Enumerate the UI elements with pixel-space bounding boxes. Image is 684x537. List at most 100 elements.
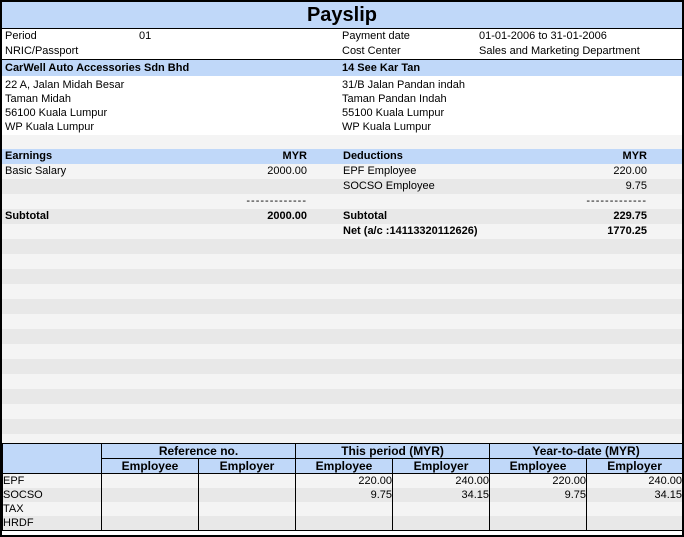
summary-cell <box>295 502 393 516</box>
column-header-employer: Employer <box>197 458 296 474</box>
statement-section: Earnings MYR Deductions MYR Basic Salary… <box>2 149 682 239</box>
summary-cell <box>489 516 587 531</box>
period-label: Period <box>5 30 37 42</box>
summary-row-label: TAX <box>2 502 102 516</box>
summary-column-header-row: Employee Employer Employee Employer Empl… <box>3 458 682 474</box>
statement-header-row: Earnings MYR Deductions MYR <box>2 149 682 164</box>
summary-table: Reference no. This period (MYR) Year-to-… <box>2 443 682 531</box>
summary-section: Reference no. This period (MYR) Year-to-… <box>2 443 682 531</box>
summary-row-label: EPF <box>2 473 102 488</box>
summary-cell: 240.00 <box>586 473 682 488</box>
summary-cell <box>197 473 296 488</box>
summary-cell <box>392 502 490 516</box>
summary-cell <box>101 473 199 488</box>
summary-cell: 9.75 <box>295 488 393 502</box>
employee-address-line: Taman Pandan Indah <box>342 93 447 105</box>
employer-address-line: Taman Midah <box>5 93 72 105</box>
earnings-subtotal-label: Subtotal <box>5 210 49 222</box>
addresses-section: 22 A, Jalan Midah Besar Taman Midah 5610… <box>2 76 682 134</box>
title-bar: Payslip <box>2 2 682 29</box>
earning-amount: 2000.00 <box>267 165 307 177</box>
summary-cell <box>586 502 682 516</box>
deduction-amount: 220.00 <box>613 165 647 177</box>
payment-date-label: Payment date <box>342 30 410 42</box>
summary-cell <box>101 516 199 531</box>
deductions-currency-header: MYR <box>622 150 647 162</box>
earnings-header: Earnings <box>5 150 53 162</box>
statement-separator-row: ------------- ------------- <box>2 194 682 209</box>
employee-name: 14 See Kar Tan <box>342 62 421 74</box>
net-pay-row: Net (a/c :14113320112626) 1770.25 <box>2 224 682 239</box>
summary-row-epf: EPF 220.00 240.00 220.00 240.00 <box>2 473 682 488</box>
summary-cell <box>197 488 296 502</box>
summary-cell <box>392 516 490 531</box>
deductions-subtotal-label: Subtotal <box>343 210 387 222</box>
deduction-amount: 9.75 <box>625 180 647 192</box>
summary-cell: 220.00 <box>295 473 393 488</box>
summary-row-label: HRDF <box>2 516 102 531</box>
column-header-employer: Employer <box>586 458 682 474</box>
info-row-period: Period 01 Payment date 01-01-2006 to 31-… <box>2 29 682 44</box>
info-section: Period 01 Payment date 01-01-2006 to 31-… <box>2 29 682 60</box>
column-header-employee: Employee <box>489 458 587 474</box>
summary-cell <box>197 516 296 531</box>
deduction-label: EPF Employee <box>343 165 417 177</box>
summary-cell: 34.15 <box>586 488 682 502</box>
subtotal-row: Subtotal 2000.00 Subtotal 229.75 <box>2 209 682 224</box>
empty-rows-filler <box>2 239 682 443</box>
cost-center-value: Sales and Marketing Department <box>479 45 640 57</box>
summary-cell <box>586 516 682 531</box>
net-pay-amount: 1770.25 <box>607 225 647 237</box>
info-row-nric: NRIC/Passport Cost Center Sales and Mark… <box>2 44 682 59</box>
period-value: 01 <box>139 30 152 42</box>
summary-cell <box>197 502 296 516</box>
summary-cell <box>295 516 393 531</box>
group-header-year-to-date: Year-to-date (MYR) <box>489 443 682 459</box>
employer-address: 22 A, Jalan Midah Besar Taman Midah 5610… <box>2 76 342 134</box>
summary-row-socso: SOCSO 9.75 34.15 9.75 34.15 <box>2 488 682 502</box>
summary-cell: 9.75 <box>489 488 587 502</box>
summary-cell: 34.15 <box>392 488 490 502</box>
employee-address-line: WP Kuala Lumpur <box>342 121 432 133</box>
party-names-band: CarWell Auto Accessories Sdn Bhd 14 See … <box>2 60 682 76</box>
employer-address-line: 56100 Kuala Lumpur <box>5 107 108 119</box>
nric-passport-value <box>139 44 342 59</box>
deduction-label: SOCSO Employee <box>343 180 435 192</box>
earnings-separator-dashes: ------------- <box>246 195 307 207</box>
statement-row: Basic Salary 2000.00 EPF Employee 220.00 <box>2 164 682 179</box>
employer-name: CarWell Auto Accessories Sdn Bhd <box>5 62 190 74</box>
group-header-this-period: This period (MYR) <box>295 443 490 459</box>
cost-center-label: Cost Center <box>342 45 401 57</box>
employee-address: 31/B Jalan Pandan indah Taman Pandan Ind… <box>342 76 682 134</box>
summary-row-label: SOCSO <box>2 488 102 502</box>
nric-passport-label: NRIC/Passport <box>5 45 79 57</box>
employer-address-line: 22 A, Jalan Midah Besar <box>5 79 125 91</box>
summary-group-header-row: Reference no. This period (MYR) Year-to-… <box>2 443 682 474</box>
net-pay-label: Net (a/c :14113320112626) <box>343 225 478 237</box>
earnings-subtotal-amount: 2000.00 <box>267 210 307 222</box>
deductions-header: Deductions <box>343 150 403 162</box>
employer-address-line: WP Kuala Lumpur <box>5 121 95 133</box>
summary-cell: 220.00 <box>489 473 587 488</box>
column-header-employee: Employee <box>101 458 199 474</box>
summary-cell <box>101 488 199 502</box>
summary-row-tax: TAX <box>2 502 682 516</box>
column-header-employer: Employer <box>392 458 490 474</box>
deductions-separator-dashes: ------------- <box>586 195 647 207</box>
column-header-employee: Employee <box>295 458 393 474</box>
spacer-band <box>2 135 682 149</box>
employee-address-line: 31/B Jalan Pandan indah <box>342 79 465 91</box>
group-header-reference-no: Reference no. <box>100 443 296 459</box>
earnings-currency-header: MYR <box>282 150 307 162</box>
deductions-subtotal-amount: 229.75 <box>613 210 647 222</box>
statement-row: SOCSO Employee 9.75 <box>2 179 682 194</box>
page-title: Payslip <box>306 3 378 26</box>
summary-cell <box>101 502 199 516</box>
summary-row-hrdf: HRDF <box>2 516 682 531</box>
earning-label: Basic Salary <box>5 165 67 177</box>
payment-date-value: 01-01-2006 to 31-01-2006 <box>479 30 607 42</box>
summary-cell <box>489 502 587 516</box>
employee-address-line: 55100 Kuala Lumpur <box>342 107 445 119</box>
summary-cell: 240.00 <box>392 473 490 488</box>
